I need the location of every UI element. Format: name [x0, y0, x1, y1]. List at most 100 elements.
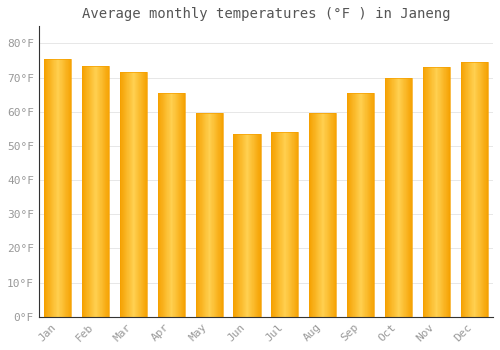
Bar [447, 67, 448, 317]
Bar [297, 132, 298, 317]
Bar [120, 72, 147, 317]
Bar [325, 113, 326, 317]
Bar [484, 62, 485, 317]
Bar [61, 59, 62, 317]
Bar [83, 65, 84, 317]
Bar [82, 65, 109, 317]
Title: Average monthly temperatures (°F ) in Janeng: Average monthly temperatures (°F ) in Ja… [82, 7, 450, 21]
Bar [474, 62, 475, 317]
Bar [258, 134, 259, 317]
Bar [199, 113, 200, 317]
Bar [395, 78, 396, 317]
Bar [368, 93, 370, 317]
Bar [44, 59, 72, 317]
Bar [487, 62, 488, 317]
Bar [390, 78, 391, 317]
Bar [483, 62, 484, 317]
Bar [66, 59, 67, 317]
Bar [279, 132, 280, 317]
Bar [280, 132, 281, 317]
Bar [293, 132, 294, 317]
Bar [286, 132, 287, 317]
Bar [482, 62, 483, 317]
Bar [326, 113, 327, 317]
Bar [251, 134, 252, 317]
Bar [159, 93, 160, 317]
Bar [435, 67, 436, 317]
Bar [69, 59, 70, 317]
Bar [165, 93, 166, 317]
Bar [59, 59, 60, 317]
Bar [252, 134, 253, 317]
Bar [347, 93, 348, 317]
Bar [174, 93, 175, 317]
Bar [245, 134, 246, 317]
Bar [351, 93, 352, 317]
Bar [434, 67, 435, 317]
Bar [176, 93, 178, 317]
Bar [442, 67, 443, 317]
Bar [367, 93, 368, 317]
Bar [259, 134, 260, 317]
Bar [181, 93, 182, 317]
Bar [348, 93, 349, 317]
Bar [426, 67, 427, 317]
Bar [257, 134, 258, 317]
Bar [53, 59, 54, 317]
Bar [486, 62, 487, 317]
Bar [91, 65, 92, 317]
Bar [212, 113, 213, 317]
Bar [291, 132, 292, 317]
Bar [238, 134, 239, 317]
Bar [399, 78, 400, 317]
Bar [204, 113, 205, 317]
Bar [313, 113, 314, 317]
Bar [289, 132, 290, 317]
Bar [57, 59, 58, 317]
Bar [170, 93, 171, 317]
Bar [309, 113, 336, 317]
Bar [392, 78, 393, 317]
Bar [134, 72, 135, 317]
Bar [164, 93, 165, 317]
Bar [58, 59, 59, 317]
Bar [431, 67, 432, 317]
Bar [200, 113, 201, 317]
Bar [397, 78, 398, 317]
Bar [470, 62, 471, 317]
Bar [366, 93, 367, 317]
Bar [168, 93, 169, 317]
Bar [70, 59, 71, 317]
Bar [158, 93, 185, 317]
Bar [271, 132, 272, 317]
Bar [465, 62, 466, 317]
Bar [407, 78, 408, 317]
Bar [295, 132, 296, 317]
Bar [237, 134, 238, 317]
Bar [357, 93, 358, 317]
Bar [214, 113, 215, 317]
Bar [106, 65, 107, 317]
Bar [182, 93, 184, 317]
Bar [396, 78, 397, 317]
Bar [222, 113, 223, 317]
Bar [400, 78, 401, 317]
Bar [287, 132, 288, 317]
Bar [296, 132, 297, 317]
Bar [354, 93, 355, 317]
Bar [128, 72, 129, 317]
Bar [201, 113, 202, 317]
Bar [358, 93, 359, 317]
Bar [94, 65, 95, 317]
Bar [461, 62, 462, 317]
Bar [146, 72, 147, 317]
Bar [86, 65, 87, 317]
Bar [424, 67, 425, 317]
Bar [85, 65, 86, 317]
Bar [408, 78, 409, 317]
Bar [309, 113, 310, 317]
Bar [139, 72, 140, 317]
Bar [65, 59, 66, 317]
Bar [386, 78, 387, 317]
Bar [353, 93, 354, 317]
